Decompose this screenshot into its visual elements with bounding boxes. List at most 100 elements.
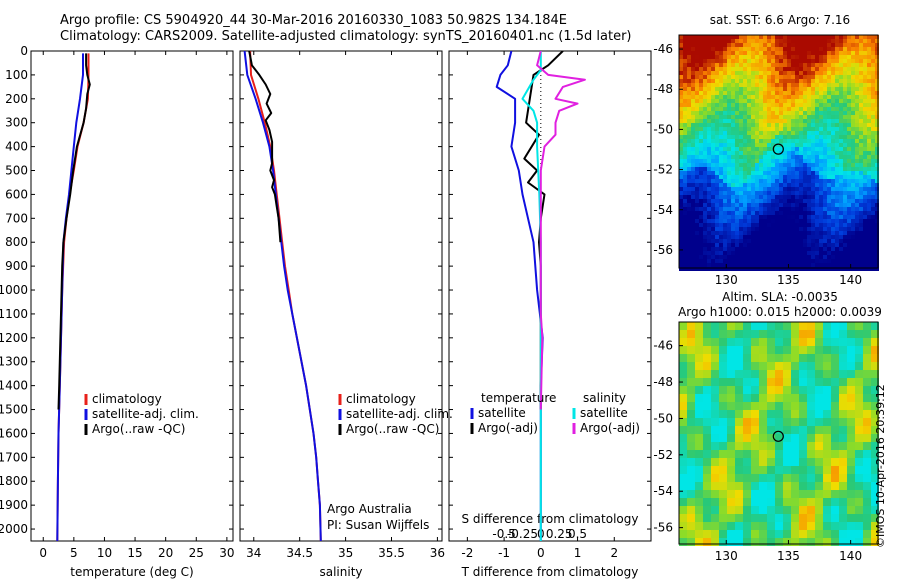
- y-tick-label: 400: [5, 140, 28, 154]
- map-y-tick-label: -52: [653, 163, 673, 177]
- x-tick-label: 35: [338, 546, 353, 560]
- x-tick-label: 35.5: [378, 546, 405, 560]
- sla-map-cells: [679, 322, 879, 546]
- salinity-axis-label: salinity: [319, 565, 362, 579]
- sst-map-cells: [679, 35, 879, 271]
- y-tick-label: 2000: [0, 522, 28, 536]
- x-tick-label: 2: [610, 546, 618, 560]
- x-tick-label: 10: [97, 546, 112, 560]
- difference-panel-frame: [448, 50, 652, 542]
- s-difference-label: S difference from climatology: [462, 512, 639, 526]
- x-tick-label: 25: [189, 546, 204, 560]
- sla-argo-position-marker: [772, 430, 784, 442]
- sla-map-frame: [678, 321, 879, 545]
- y-tick-label: 200: [5, 92, 28, 106]
- salinity-legend-item-label: Argo(..raw -QC): [346, 422, 439, 436]
- legend-salinity-title: salinity: [583, 391, 626, 405]
- pi-note: PI: Susan Wijffels: [327, 518, 429, 532]
- series-group: [495, 51, 544, 541]
- series-line-salinity-satellite: [521, 51, 542, 541]
- map-y-tick-label: -56: [653, 243, 673, 257]
- map-y-tick-label: -52: [653, 448, 673, 462]
- x-tick-label: 1: [574, 546, 582, 560]
- map-x-tick-label: 135: [777, 273, 800, 287]
- map-y-tick-label: -48: [653, 375, 673, 389]
- salinity-legend-item-label: satellite-adj. clim.: [346, 407, 453, 421]
- legend-sal-satellite-label: satellite: [580, 406, 628, 420]
- s-tick-label: -0.5: [492, 527, 515, 541]
- salinity-legend-item-label: climatology: [346, 392, 416, 406]
- x-tick-label: 5: [70, 546, 78, 560]
- map-y-tick-label: -50: [653, 122, 673, 136]
- y-tick-label: 300: [5, 116, 28, 130]
- y-tick-label: 100: [5, 68, 28, 82]
- y-tick-label: 0: [20, 44, 28, 58]
- y-tick-label: 1800: [0, 474, 28, 488]
- series-line-temperature-satellite: [495, 51, 544, 541]
- y-tick-label: 1000: [0, 283, 28, 297]
- map-x-tick-label: 130: [715, 549, 738, 563]
- series-group: [536, 51, 586, 410]
- sst-map-frame: [678, 34, 879, 269]
- series-group: [248, 51, 282, 243]
- x-tick-label: 20: [158, 546, 173, 560]
- x-tick-label: 34: [246, 546, 261, 560]
- series-group: [521, 51, 542, 541]
- x-tick-label: -1: [498, 546, 510, 560]
- legend-temperature-title: temperature: [481, 391, 556, 405]
- map-x-tick-label: 135: [777, 549, 800, 563]
- y-tick-label: 1600: [0, 426, 28, 440]
- y-tick-label: 1100: [0, 307, 28, 321]
- sla-map-subtitle: Argo h1000: 0.015 h2000: 0.0039: [678, 305, 882, 319]
- map-y-tick-label: -54: [653, 203, 673, 217]
- salinity-panel-frame: [239, 50, 443, 542]
- x-tick-label: 0: [537, 546, 545, 560]
- y-tick-label: 600: [5, 187, 28, 201]
- climatology-subtitle: Climatology: CARS2009. Satellite-adjuste…: [60, 29, 632, 44]
- series-line-climatology: [249, 51, 322, 541]
- y-tick-label: 500: [5, 164, 28, 178]
- y-tick-label: 800: [5, 235, 28, 249]
- profile-title: Argo profile: CS 5904920_44 30-Mar-2016 …: [60, 13, 568, 28]
- argo-australia-note: Argo Australia: [327, 502, 412, 516]
- map-y-tick-label: -48: [653, 82, 673, 96]
- x-tick-label: 34.5: [286, 546, 313, 560]
- map-y-tick-label: -46: [653, 42, 673, 56]
- copyright-credit: ©IMOS 10-Apr-2016 20:39:12: [874, 384, 887, 548]
- temperature-legend-item-label: satellite-adj. clim.: [92, 407, 199, 421]
- sla-map-title: Altim. SLA: -0.0035: [722, 290, 838, 304]
- x-tick-label: 15: [127, 546, 142, 560]
- map-y-tick-label: -46: [653, 339, 673, 353]
- series-line-argo-raw-qc-: [248, 51, 282, 243]
- s-tick-label: -0.25: [507, 527, 538, 541]
- map-y-tick-label: -54: [653, 484, 673, 498]
- map-y-tick-label: -50: [653, 411, 673, 425]
- y-tick-label: 1300: [0, 355, 28, 369]
- legend-temp-argo-label: Argo(-adj): [478, 421, 538, 435]
- sst-map-title: sat. SST: 6.6 Argo: 7.16: [710, 13, 850, 27]
- temperature-legend-item-label: Argo(..raw -QC): [92, 422, 185, 436]
- y-tick-label: 1700: [0, 450, 28, 464]
- sst-argo-position-marker: [772, 143, 784, 155]
- x-tick-label: 36: [430, 546, 445, 560]
- series-line-satellite-adj-clim-: [243, 51, 322, 541]
- y-tick-label: 700: [5, 211, 28, 225]
- temperature-axis-label: temperature (deg C): [70, 565, 193, 579]
- x-tick-label: -2: [461, 546, 473, 560]
- y-tick-label: 1200: [0, 331, 28, 345]
- s-tick-label: 0.5: [568, 527, 587, 541]
- s-tick-label: 0.25: [546, 527, 573, 541]
- map-x-tick-label: 130: [715, 273, 738, 287]
- series-group: [57, 53, 91, 410]
- y-tick-label: 1500: [0, 403, 28, 417]
- series-group: [243, 51, 322, 541]
- x-tick-label: 30: [219, 546, 234, 560]
- legend-sal-argo-label: Argo(-adj): [580, 421, 640, 435]
- map-y-tick-label: -56: [653, 521, 673, 535]
- y-tick-label: 900: [5, 259, 28, 273]
- difference-axis-label: T difference from climatology: [461, 565, 639, 579]
- temperature-panel-frame: [30, 50, 234, 542]
- map-x-tick-label: 140: [839, 273, 862, 287]
- series-line-salinity-argo-adj-: [536, 51, 586, 410]
